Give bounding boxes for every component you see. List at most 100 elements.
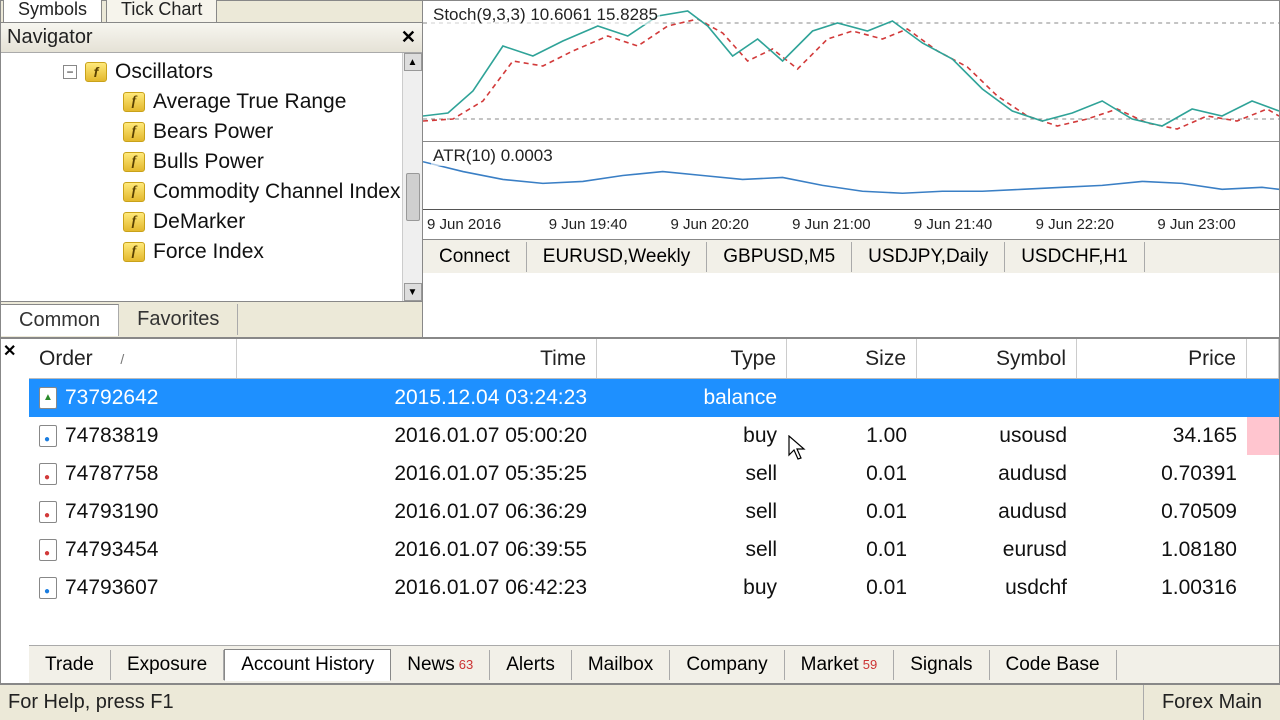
indicator-icon: f xyxy=(123,152,145,172)
table-row[interactable]: 74783819 2016.01.07 05:00:20 buy 1.00 us… xyxy=(29,417,1279,455)
indicator-icon: f xyxy=(123,182,145,202)
order-extra xyxy=(1247,493,1279,531)
terminal-tab[interactable]: Code Base xyxy=(990,650,1117,680)
order-buy-icon xyxy=(39,425,57,447)
tree-item[interactable]: f DeMarker xyxy=(9,207,402,237)
tab-badge: 59 xyxy=(863,657,877,672)
axis-tick: 9 Jun 21:00 xyxy=(792,216,914,233)
terminal-tab[interactable]: Trade xyxy=(29,650,111,680)
tree-item[interactable]: f Bears Power xyxy=(9,117,402,147)
terminal-tab[interactable]: Alerts xyxy=(490,650,572,680)
status-profile[interactable]: Forex Main xyxy=(1143,685,1280,720)
order-id: 74793190 xyxy=(65,500,158,524)
navigator-header: Navigator ✕ xyxy=(1,23,422,53)
order-time: 2016.01.07 06:39:55 xyxy=(237,531,597,569)
tab-favorites[interactable]: Favorites xyxy=(119,304,238,335)
orders-grid: Order / Time Type Size Symbol Price 7379… xyxy=(29,339,1279,645)
chart-tab[interactable]: USDCHF,H1 xyxy=(1005,242,1145,272)
axis-tick: 9 Jun 23:00 xyxy=(1157,216,1279,233)
order-type: sell xyxy=(597,531,787,569)
table-row[interactable]: 74787758 2016.01.07 05:35:25 sell 0.01 a… xyxy=(29,455,1279,493)
scroll-up-icon[interactable]: ▲ xyxy=(404,53,422,71)
scroll-down-icon[interactable]: ▼ xyxy=(404,283,422,301)
col-symbol[interactable]: Symbol xyxy=(917,339,1077,378)
tree-item[interactable]: f Bulls Power xyxy=(9,147,402,177)
tree-item[interactable]: f Commodity Channel Index xyxy=(9,177,402,207)
tree-item[interactable]: f Force Index xyxy=(9,237,402,267)
chart-tab[interactable]: EURUSD,Weekly xyxy=(527,242,707,272)
order-extra xyxy=(1247,455,1279,493)
axis-tick: 9 Jun 2016 xyxy=(427,216,549,233)
order-symbol: eurusd xyxy=(917,531,1077,569)
order-size: 0.01 xyxy=(787,493,917,531)
order-extra xyxy=(1247,417,1279,455)
scroll-thumb[interactable] xyxy=(406,173,420,221)
terminal-tab-label: Exposure xyxy=(127,654,207,676)
atr-pane[interactable]: ATR(10) 0.0003 xyxy=(423,141,1279,209)
col-type[interactable]: Type xyxy=(597,339,787,378)
order-sell-icon xyxy=(39,539,57,561)
navigator-title: Navigator xyxy=(7,26,93,49)
terminal-tab-label: Signals xyxy=(910,654,972,676)
table-row[interactable]: 74793454 2016.01.07 06:39:55 sell 0.01 e… xyxy=(29,531,1279,569)
time-axis: 9 Jun 20169 Jun 19:409 Jun 20:209 Jun 21… xyxy=(423,209,1279,239)
axis-tick: 9 Jun 19:40 xyxy=(549,216,671,233)
navigator-tree[interactable]: − f Oscillators f Average True Range f B… xyxy=(1,53,402,301)
order-type: buy xyxy=(597,569,787,607)
order-time: 2016.01.07 06:42:23 xyxy=(237,569,597,607)
terminal-panel: ✕ Terminal Order / Time Type Size Symbol… xyxy=(0,338,1280,684)
order-id: 74793454 xyxy=(65,538,158,562)
status-help: For Help, press F1 xyxy=(0,691,1143,714)
table-row[interactable]: 74793190 2016.01.07 06:36:29 sell 0.01 a… xyxy=(29,493,1279,531)
collapse-icon[interactable]: − xyxy=(63,65,77,79)
order-id: 74793607 xyxy=(65,576,158,600)
tree-item-label: Force Index xyxy=(153,240,264,264)
terminal-side-label: Terminal xyxy=(0,586,1,643)
terminal-tab[interactable]: Signals xyxy=(894,650,989,680)
table-row[interactable]: 74793607 2016.01.07 06:42:23 buy 0.01 us… xyxy=(29,569,1279,607)
chart-tab[interactable]: USDJPY,Daily xyxy=(852,242,1005,272)
col-order[interactable]: Order / xyxy=(29,339,237,378)
col-time[interactable]: Time xyxy=(237,339,597,378)
terminal-tabs: Trade Exposure Account History News63Alerts… xyxy=(29,645,1279,683)
terminal-tab[interactable]: Mailbox xyxy=(572,650,670,680)
chart-tab[interactable]: Connect xyxy=(423,242,527,272)
order-up-icon xyxy=(39,387,57,409)
order-price: 1.00316 xyxy=(1077,569,1247,607)
order-id: 74783819 xyxy=(65,424,158,448)
navigator-close-icon[interactable]: ✕ xyxy=(401,27,416,48)
col-extra xyxy=(1247,339,1279,378)
terminal-tab[interactable]: Company xyxy=(670,650,784,680)
order-extra xyxy=(1247,569,1279,607)
tree-item-label: DeMarker xyxy=(153,210,245,234)
axis-tick: 9 Jun 22:20 xyxy=(1036,216,1158,233)
table-row[interactable]: 73792642 2015.12.04 03:24:23 balance xyxy=(29,379,1279,417)
terminal-tab[interactable]: Exposure xyxy=(111,650,224,680)
terminal-tab[interactable]: Market59 xyxy=(785,650,895,680)
terminal-tab[interactable]: News63 xyxy=(391,650,490,680)
axis-tick: 9 Jun 20:20 xyxy=(670,216,792,233)
status-bar: For Help, press F1 Forex Main xyxy=(0,684,1280,720)
tab-tick-chart[interactable]: Tick Chart xyxy=(106,0,217,22)
tree-folder-oscillators[interactable]: − f Oscillators xyxy=(9,57,402,87)
order-type: buy xyxy=(597,417,787,455)
order-symbol xyxy=(917,379,1077,417)
terminal-tab-label: Account History xyxy=(241,654,374,676)
col-price[interactable]: Price xyxy=(1077,339,1247,378)
terminal-tab-label: Mailbox xyxy=(588,654,653,676)
terminal-tab-label: Code Base xyxy=(1006,654,1100,676)
col-size[interactable]: Size xyxy=(787,339,917,378)
order-price: 34.165 xyxy=(1077,417,1247,455)
stochastic-pane[interactable]: Stoch(9,3,3) 10.6061 15.8285 xyxy=(423,1,1279,141)
chart-tab[interactable]: GBPUSD,M5 xyxy=(707,242,852,272)
navigator-panel: Symbols Tick Chart Navigator ✕ − f Oscil… xyxy=(0,0,423,338)
navigator-scrollbar[interactable]: ▲ ▼ xyxy=(402,53,422,301)
terminal-close-icon[interactable]: ✕ xyxy=(3,341,16,361)
tree-item[interactable]: f Average True Range xyxy=(9,87,402,117)
order-id: 74787758 xyxy=(65,462,158,486)
tree-item-label: Average True Range xyxy=(153,90,346,114)
tab-symbols[interactable]: Symbols xyxy=(3,0,102,22)
terminal-tab[interactable]: Account History xyxy=(224,649,391,681)
tab-common[interactable]: Common xyxy=(1,304,119,336)
order-price: 0.70391 xyxy=(1077,455,1247,493)
